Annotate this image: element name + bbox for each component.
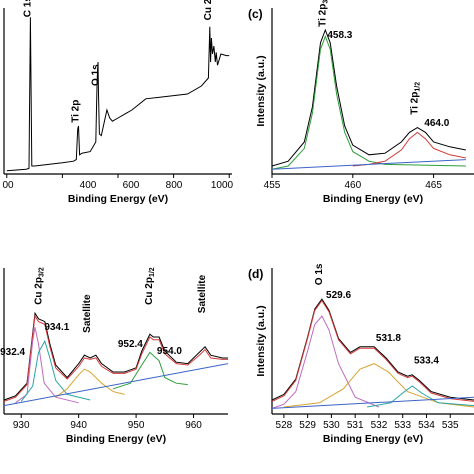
series-line-3: [20, 339, 91, 402]
panel-label: (c): [248, 7, 263, 21]
peak-value-label: 458.3: [327, 30, 352, 41]
panel-label: (d): [248, 267, 263, 281]
x-tick-label: 531: [347, 420, 364, 431]
x-tick-label: 530: [323, 420, 340, 431]
x-tick-label: 930: [13, 420, 30, 431]
y-axis-label: Intensity (a.u.): [255, 55, 267, 126]
peak-value-label: 533.4: [414, 356, 439, 367]
panel-d: 528 529 530 531 532 533 534 535 Binding Energy (…: [248, 263, 474, 445]
x-tick-label: 528: [276, 420, 293, 431]
peak-value-label: 954.0: [157, 346, 182, 357]
series-line-3: [283, 363, 474, 408]
x-tick-label: 800: [166, 180, 183, 191]
series-line-0: [6, 17, 230, 172]
x-tick-label: 950: [128, 420, 145, 431]
x-tick-label: 960: [185, 420, 202, 431]
peak-name-label: Satellite: [82, 294, 93, 333]
peak-name-label: C 1s: [22, 0, 33, 17]
series-line-5: [112, 351, 188, 390]
peak-value-label: 952.4: [118, 339, 143, 350]
x-tick-label: 532: [371, 420, 388, 431]
series-line-1: [271, 299, 474, 402]
series-line-0: [271, 28, 466, 167]
peak-name-label: Ti 2p1/2: [409, 82, 421, 115]
x-tick-label: 940: [70, 420, 87, 431]
peak-value-label: 934.1: [44, 322, 69, 333]
panel-a: 00 400 600 800 1000 Binding Energy (eV) C 1s Ti…: [2, 0, 233, 205]
peak-value-label: 529.6: [326, 290, 351, 301]
x-axis-label: Binding Energy (eV): [66, 433, 166, 445]
series-line-0: [3, 311, 228, 401]
x-tick-label: 533: [394, 420, 411, 431]
series-line-2: [352, 131, 466, 167]
x-axis-label: Binding Energy (eV): [323, 433, 423, 445]
series-line-4: [367, 385, 474, 408]
x-tick-label: 460: [344, 180, 361, 191]
peak-name-label: Cu 2p1/2: [144, 267, 156, 305]
x-tick-label: 00: [2, 180, 14, 191]
x-tick-label: 600: [123, 180, 140, 191]
series-line-4: [55, 368, 125, 398]
y-axis-label: Intensity (a.u.): [255, 305, 267, 376]
peak-value-label: 464.0: [424, 118, 449, 129]
series-line-2: [271, 315, 380, 409]
x-tick-label: 1000: [211, 180, 234, 191]
series-line-1: [3, 314, 228, 402]
x-axis-label: Binding Energy (eV): [68, 193, 168, 205]
series-line-5: [271, 396, 474, 409]
x-tick-label: 529: [299, 420, 316, 431]
peak-value-label: 932.4: [0, 347, 25, 358]
series-line-6: [3, 363, 229, 407]
peak-name-label: Satellite: [197, 274, 208, 313]
x-tick-label: 535: [442, 420, 459, 431]
x-axis-label: Binding Energy (eV): [323, 193, 423, 205]
series-line-2: [15, 327, 79, 404]
peak-name-label: Ti 2p: [71, 100, 82, 123]
peak-name-label: Ti 2p3/2: [317, 0, 329, 27]
peak-value-label: 531.8: [376, 333, 401, 344]
x-tick-label: 534: [418, 420, 435, 431]
peak-name-label: O 1s: [314, 263, 325, 285]
series-line-3: [271, 159, 466, 170]
peak-name-label: O 1s: [91, 64, 102, 86]
x-tick-label: 400: [80, 180, 97, 191]
x-tick-label: 455: [264, 180, 281, 191]
peak-name-label: Cu 2p: [203, 0, 214, 20]
series-line-0: [271, 298, 474, 401]
peak-name-label: Cu 2p3/2: [33, 267, 45, 305]
x-tick-label: 465: [425, 180, 442, 191]
panel-b: 930 940 950 960 Binding Energy (eV) Cu 2p3/2 9…: [0, 267, 229, 445]
series-line-1: [271, 34, 466, 170]
